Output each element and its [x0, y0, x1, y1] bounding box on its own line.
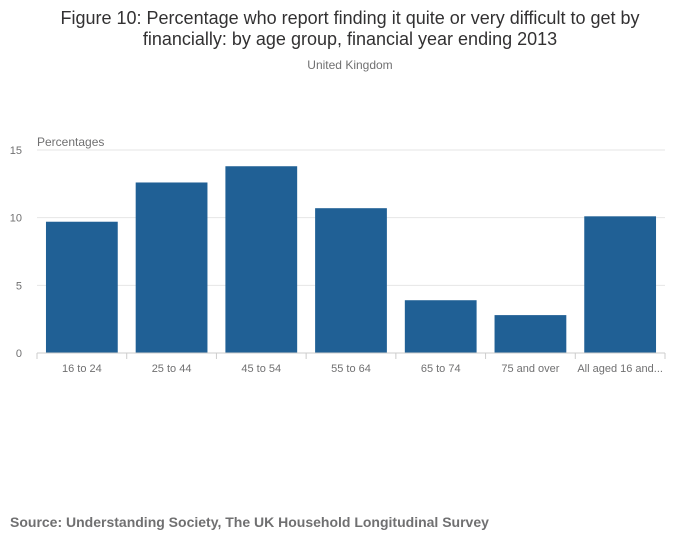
- x-tick-label: 75 and over: [501, 363, 559, 375]
- x-tick-label: 55 to 64: [331, 363, 371, 375]
- bar-6[interactable]: [494, 315, 567, 353]
- x-tick-label: 16 to 24: [62, 363, 102, 375]
- bar-2[interactable]: [135, 182, 208, 353]
- y-tick-label: 0: [16, 348, 22, 360]
- x-tick-label: All aged 16 and...: [577, 363, 663, 375]
- y-tick-label: 10: [10, 213, 22, 225]
- x-tick-label: 25 to 44: [152, 363, 192, 375]
- bar-7[interactable]: [584, 216, 657, 353]
- bar-3[interactable]: [225, 166, 298, 353]
- chart-subtitle: United Kingdom: [307, 58, 393, 72]
- bar-4[interactable]: [315, 208, 387, 353]
- bar-1[interactable]: [45, 221, 118, 353]
- y-tick-label: 5: [16, 280, 22, 292]
- chart-title: Figure 10: Percentage who report finding…: [60, 8, 640, 49]
- source-note: Source: Understanding Society, The UK Ho…: [10, 514, 489, 530]
- bar-5[interactable]: [404, 300, 477, 353]
- axes: 0 5 10 15 16 to 24 25 to 44 45 to 54 55 to 64 65…: [10, 145, 666, 375]
- y-axis-label: Percentages: [37, 135, 104, 149]
- y-tick-label: 15: [10, 145, 22, 157]
- bars: [45, 166, 657, 353]
- x-tick-label: 45 to 54: [241, 363, 281, 375]
- x-tick-label: 65 to 74: [421, 363, 461, 375]
